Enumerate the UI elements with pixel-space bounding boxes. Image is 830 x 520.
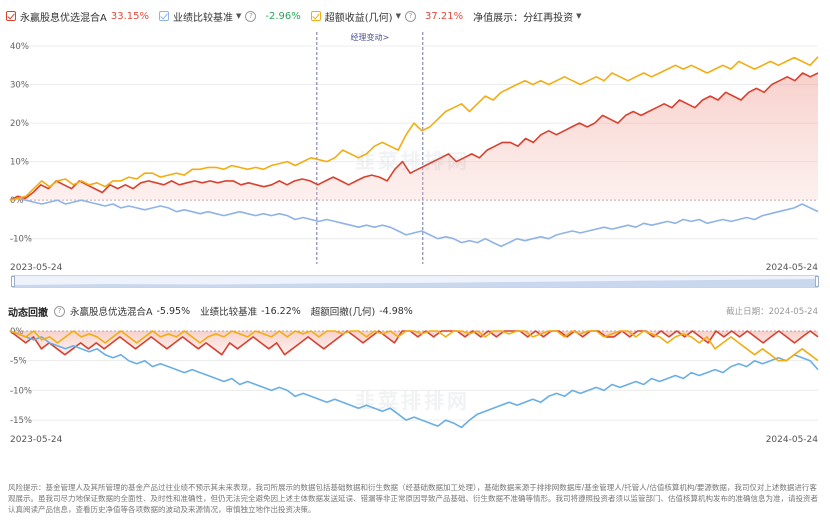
- dd-ytick-label: -10%: [10, 386, 32, 396]
- dd-start-date-label: 2023-05-24: [10, 435, 63, 445]
- nav-display-label: 净值展示：: [473, 12, 524, 24]
- main-series-line[interactable]: [9, 56, 819, 201]
- chevron-down-icon[interactable]: ▼: [235, 12, 242, 20]
- time-range-slider[interactable]: [11, 275, 819, 288]
- help-icon[interactable]: ?: [404, 10, 416, 22]
- legend-benchmark-name: 业绩比较基准: [172, 12, 233, 24]
- dd-ytick-label: -15%: [10, 416, 32, 426]
- slider-right-handle[interactable]: [815, 276, 819, 287]
- drawdown-fund-name: 永赢股息优选混合A: [70, 307, 153, 318]
- drawdown-header: 动态回撤 ? 永赢股息优选混合A -5.95% 业绩比较基准 -16.22% 超…: [8, 304, 413, 319]
- chevron-down-icon[interactable]: ▼: [576, 12, 582, 20]
- excess-checkbox-icon[interactable]: [310, 11, 321, 21]
- dd-series-line[interactable]: [9, 330, 819, 356]
- legend-fund-value: 33.15%: [110, 10, 149, 22]
- slider-left-handle[interactable]: [11, 276, 15, 287]
- end-date-label: 2024-05-24: [765, 263, 818, 273]
- main-series-line[interactable]: [9, 72, 819, 201]
- slider-preview: [13, 279, 817, 287]
- watermark-2: 韭菜排排网: [355, 389, 470, 413]
- dd-series-line[interactable]: [9, 330, 819, 429]
- main-ytick-label: 0%: [10, 196, 24, 206]
- main-ytick-label: 30%: [10, 81, 29, 91]
- legend-fund-name: 永赢股息优选混合A: [20, 12, 107, 24]
- drawdown-title: 动态回撤: [8, 307, 48, 319]
- main-series-line[interactable]: [9, 197, 819, 248]
- chevron-down-icon[interactable]: ▼: [395, 12, 401, 20]
- main-ytick-label: 10%: [10, 158, 29, 168]
- deadline-label: 截止日期：2024-05-24: [726, 307, 818, 317]
- drawdown-excess-name: 超额回撤(几何): [310, 307, 376, 318]
- drawdown-chart: 0%-5%-10%-15%: [9, 327, 819, 429]
- start-date-label: 2023-05-24: [10, 263, 63, 273]
- main-ytick-label: 40%: [10, 42, 29, 52]
- legend-excess[interactable]: 超额收益(几何) ▼ ? 37.21%: [310, 9, 464, 24]
- legend-excess-name: 超额收益(几何): [324, 12, 393, 24]
- main-ytick-label: 20%: [10, 119, 29, 129]
- risk-disclaimer: 风险提示：基金管理人及其所管理的基金产品过往业绩不预示其未来表现，我司所展示的数…: [8, 483, 818, 514]
- dd-ytick-label: -5%: [10, 357, 27, 367]
- legend-fund[interactable]: 永赢股息优选混合A 33.15%: [6, 9, 149, 24]
- dd-area-永赢股息优选混合A: [10, 330, 818, 355]
- main-ytick-label: -10%: [10, 235, 32, 245]
- legend-benchmark[interactable]: 业绩比较基准 ▼ ? -2.96%: [158, 9, 301, 24]
- manager-change-label[interactable]: 经理变动>: [350, 32, 389, 42]
- chart-legend: 永赢股息优选混合A 33.15% 业绩比较基准 ▼ ? -2.96% 超额收益(…: [6, 7, 592, 25]
- help-icon[interactable]: ?: [54, 305, 65, 317]
- legend-excess-value: 37.21%: [424, 10, 464, 22]
- main-area-永赢股息优选混合A: [10, 73, 818, 201]
- drawdown-bench-name: 业绩比较基准: [200, 307, 258, 318]
- dd-series-line[interactable]: [9, 330, 819, 362]
- nav-display-select[interactable]: 净值展示： 分红再投资 ▼: [473, 9, 581, 24]
- drawdown-excess-value: -4.98%: [379, 305, 413, 317]
- benchmark-checkbox-icon[interactable]: [158, 11, 169, 21]
- drawdown-fund-value: -5.95%: [156, 305, 191, 317]
- help-icon[interactable]: ?: [245, 10, 257, 22]
- fund-checkbox-icon[interactable]: [6, 11, 16, 21]
- return-chart: 40% 30% 20% 10% 0% -10% 经理变动>: [9, 32, 819, 264]
- nav-display-value[interactable]: 分红再投资: [523, 12, 574, 24]
- drawdown-bench-value: -16.22%: [261, 305, 301, 317]
- watermark: 韭菜排排网: [355, 149, 470, 173]
- legend-benchmark-value: -2.96%: [265, 10, 301, 22]
- dd-end-date-label: 2024-05-24: [765, 435, 818, 445]
